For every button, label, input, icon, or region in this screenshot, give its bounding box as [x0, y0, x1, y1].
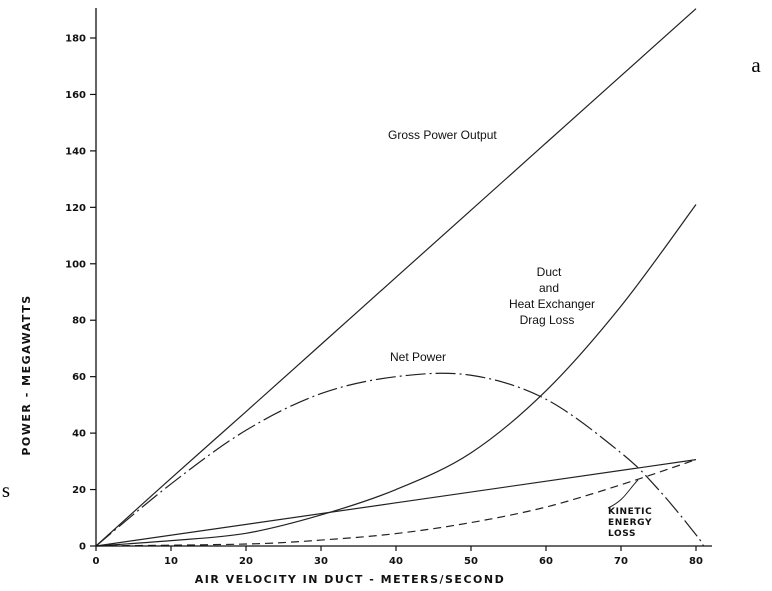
- y-tick-label: 180: [65, 34, 86, 45]
- x-axis-title: AIR VELOCITY IN DUCT - METERS/SECOND: [195, 573, 505, 586]
- label-kinetic-line-2: ENERGY: [608, 518, 652, 528]
- edge-text-left: s: [2, 478, 10, 502]
- x-tick-label: 70: [614, 556, 628, 567]
- x-tick-label: 50: [464, 556, 478, 567]
- y-tick-label: 60: [72, 372, 86, 383]
- label-kinetic-line-3: LOSS: [608, 529, 636, 539]
- y-axis-title: POWER - MEGAWATTS: [20, 294, 33, 455]
- y-tick-label: 140: [65, 146, 86, 157]
- y-tick-label: 80: [72, 316, 86, 327]
- series-line-duct-and-heat-exchanger-drag-loss: [95, 204, 697, 547]
- label-drag-line-2: and: [539, 281, 559, 295]
- label-kinetic-line-1: KINETIC: [608, 507, 652, 517]
- y-tick-label: 160: [65, 90, 86, 101]
- y-tick-label: 0: [79, 542, 86, 553]
- curves-layer: [95, 8, 705, 547]
- edge-text-right: a: [751, 53, 761, 77]
- x-tick-label: 10: [164, 556, 178, 567]
- y-tick-label: 20: [72, 485, 86, 496]
- x-tick-label: 0: [93, 556, 100, 567]
- y-tick-label: 40: [72, 429, 86, 440]
- y-tick-label: 100: [65, 259, 86, 270]
- x-tick-label: 40: [389, 556, 403, 567]
- series-line-straight-line: [95, 459, 697, 547]
- label-drag-line-1: Duct: [537, 265, 562, 279]
- label-drag-line-4: Drag Loss: [520, 313, 575, 327]
- series-line-kinetic-energy-loss: [95, 459, 697, 547]
- label-net-power: Net Power: [390, 350, 446, 364]
- tick-layer: 0 20 40 60 80 100 120 140 160 180 0 10 20 30 40 50 60 70 8…: [65, 34, 703, 568]
- label-drag-line-3: Heat Exchanger: [509, 297, 595, 311]
- label-gross-power-output: Gross Power Output: [388, 128, 497, 142]
- x-tick-label: 30: [314, 556, 328, 567]
- series-line-gross-power-output: [95, 8, 697, 547]
- x-tick-label: 60: [539, 556, 553, 567]
- y-tick-label: 120: [65, 203, 86, 214]
- x-tick-label: 20: [239, 556, 253, 567]
- x-tick-label: 80: [689, 556, 703, 567]
- kinetic-leader-line: [607, 479, 639, 509]
